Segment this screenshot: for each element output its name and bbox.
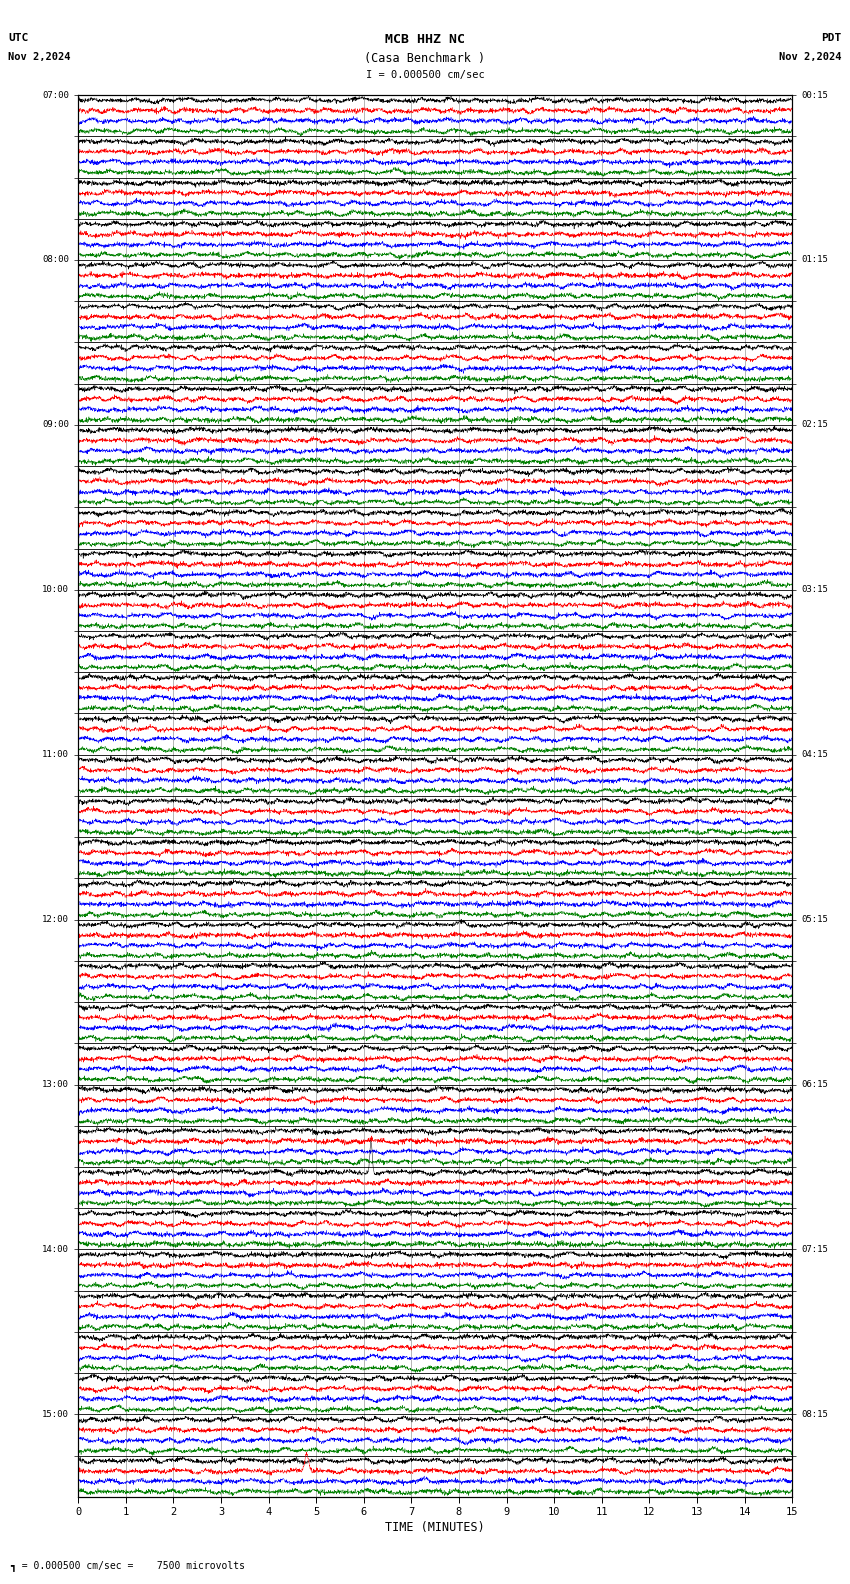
Text: UTC: UTC [8,33,29,43]
Text: MCB HHZ NC: MCB HHZ NC [385,33,465,46]
X-axis label: TIME (MINUTES): TIME (MINUTES) [385,1522,485,1535]
Text: I = 0.000500 cm/sec: I = 0.000500 cm/sec [366,70,484,79]
Text: PDT: PDT [821,33,842,43]
Text: (Casa Benchmark ): (Casa Benchmark ) [365,52,485,65]
Text: Nov 2,2024: Nov 2,2024 [8,52,71,62]
Text: Nov 2,2024: Nov 2,2024 [779,52,842,62]
Text: ┓ = 0.000500 cm/sec =    7500 microvolts: ┓ = 0.000500 cm/sec = 7500 microvolts [10,1560,245,1571]
